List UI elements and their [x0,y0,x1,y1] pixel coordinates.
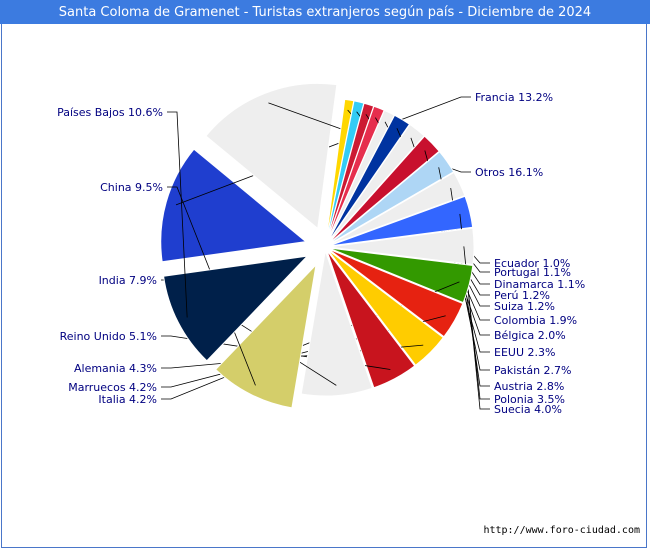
pie-slice [327,249,444,366]
leader-line [268,102,471,173]
source-url: http://www.foro-ciudad.com [483,525,640,536]
leader-line [167,111,188,318]
slice-label: China 9.5% [100,181,163,194]
slice-label: Colombia 1.9% [494,314,577,327]
slice-label: Austria 2.8% [494,380,564,393]
slice-label: Polonia 3.5% [494,393,565,406]
slice-label: Alemania 4.3% [74,362,157,375]
slice-label: Pakistán 2.7% [494,364,572,377]
pie-slice [214,263,317,409]
slice-label: Marruecos 4.2% [68,381,157,394]
slice-label: Reino Unido 5.1% [60,330,157,343]
slice-label: Bélgica 2.0% [494,329,566,342]
pie-slice [163,255,309,362]
pie-slice [326,250,416,389]
pie-slice [300,250,373,397]
slice-label: Países Bajos 10.6% [57,106,163,119]
pie-slice [160,148,307,263]
pie-slice [328,248,464,338]
pie-slice [328,227,475,266]
slice-label: India 7.9% [99,274,157,287]
slice-label: Suiza 1.2% [494,300,555,313]
chart-title: Santa Coloma de Gramenet - Turistas extr… [0,0,650,24]
slice-label: Perú 1.2% [494,289,550,302]
slice-label: Dinamarca 1.1% [494,278,585,291]
pie-slice [327,151,455,246]
pie-slice [328,171,466,246]
pie-slice [205,82,338,230]
slice-label: Italia 4.2% [98,393,157,406]
slice-label: Otros 16.1% [475,166,543,179]
pie-slice [327,123,425,245]
slice-label: Ecuador 1.0% [494,257,570,270]
slice-label: Francia 13.2% [475,91,553,104]
pie-slice [328,195,474,247]
slice-label: Portugal 1.1% [494,266,571,279]
slice-label: Suecia 4.0% [494,403,562,416]
pie-slice [328,247,474,304]
slice-label: EEUU 2.3% [494,346,555,359]
pie-slice [327,135,440,245]
leader-line [463,246,490,410]
